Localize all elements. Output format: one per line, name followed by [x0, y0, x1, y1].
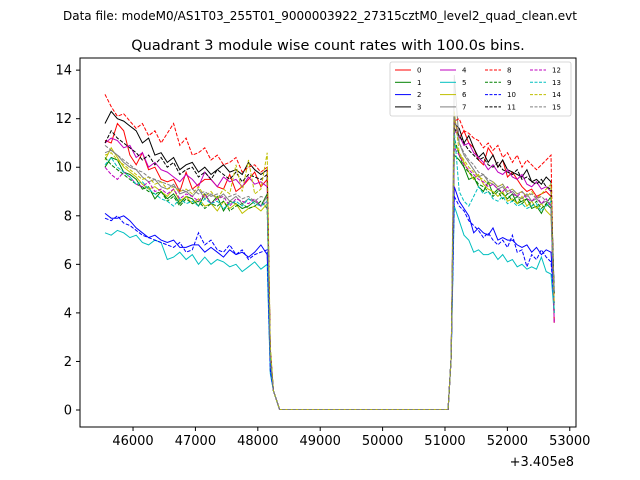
legend-box — [389, 61, 572, 117]
legend-label-0: 0 — [417, 67, 421, 75]
legend-label-15: 15 — [552, 103, 561, 111]
legend-label-8: 8 — [507, 67, 511, 75]
legend-label-3: 3 — [417, 103, 421, 111]
legend-label-12: 12 — [552, 67, 561, 75]
series-line-14 — [104, 111, 555, 410]
series-layer — [104, 74, 555, 410]
x-tick-label: 51000 — [424, 434, 465, 449]
x-tick-label: 52000 — [487, 434, 528, 449]
legend-label-2: 2 — [417, 91, 421, 99]
x-tick-label: 48000 — [237, 434, 278, 449]
y-tick-label: 10 — [55, 161, 72, 176]
axes-frame — [79, 57, 577, 428]
y-tick-label: 14 — [55, 64, 72, 79]
legend-label-11: 11 — [507, 103, 516, 111]
legend-label-13: 13 — [552, 79, 561, 87]
y-tick-label: 0 — [64, 404, 72, 419]
y-tick-label: 4 — [64, 306, 72, 321]
y-tick-label: 6 — [64, 258, 72, 273]
legend-label-1: 1 — [417, 79, 421, 87]
legend-label-7: 7 — [462, 103, 466, 111]
legend-label-10: 10 — [507, 91, 516, 99]
series-line-12 — [104, 146, 555, 410]
x-tick-label: 50000 — [362, 434, 403, 449]
y-tick-label: 2 — [64, 355, 72, 370]
x-tick-label: 47000 — [175, 434, 216, 449]
y-tick-label: 8 — [64, 209, 72, 224]
legend-label-5: 5 — [462, 79, 466, 87]
x-tick-label: 46000 — [112, 434, 153, 449]
x-tick-label: 53000 — [549, 434, 590, 449]
x-axis-offset-label: +3.405e8 — [510, 455, 574, 470]
x-tick-label: 49000 — [300, 434, 341, 449]
series-line-15 — [104, 116, 555, 410]
axis-ticks: 46000 47000 48000 49000 50000 51000 52000 53000… — [55, 64, 590, 449]
legend-label-4: 4 — [462, 67, 467, 75]
legend-label-9: 9 — [507, 79, 511, 87]
legend-label-6: 6 — [462, 91, 467, 99]
figure-suptitle: Data file: modeM0/AS1T03_255T01_90000039… — [63, 9, 577, 23]
chart-title: Quadrant 3 module wise count rates with … — [131, 38, 525, 54]
legend-label-14: 14 — [552, 91, 561, 99]
y-tick-label: 12 — [55, 112, 72, 127]
